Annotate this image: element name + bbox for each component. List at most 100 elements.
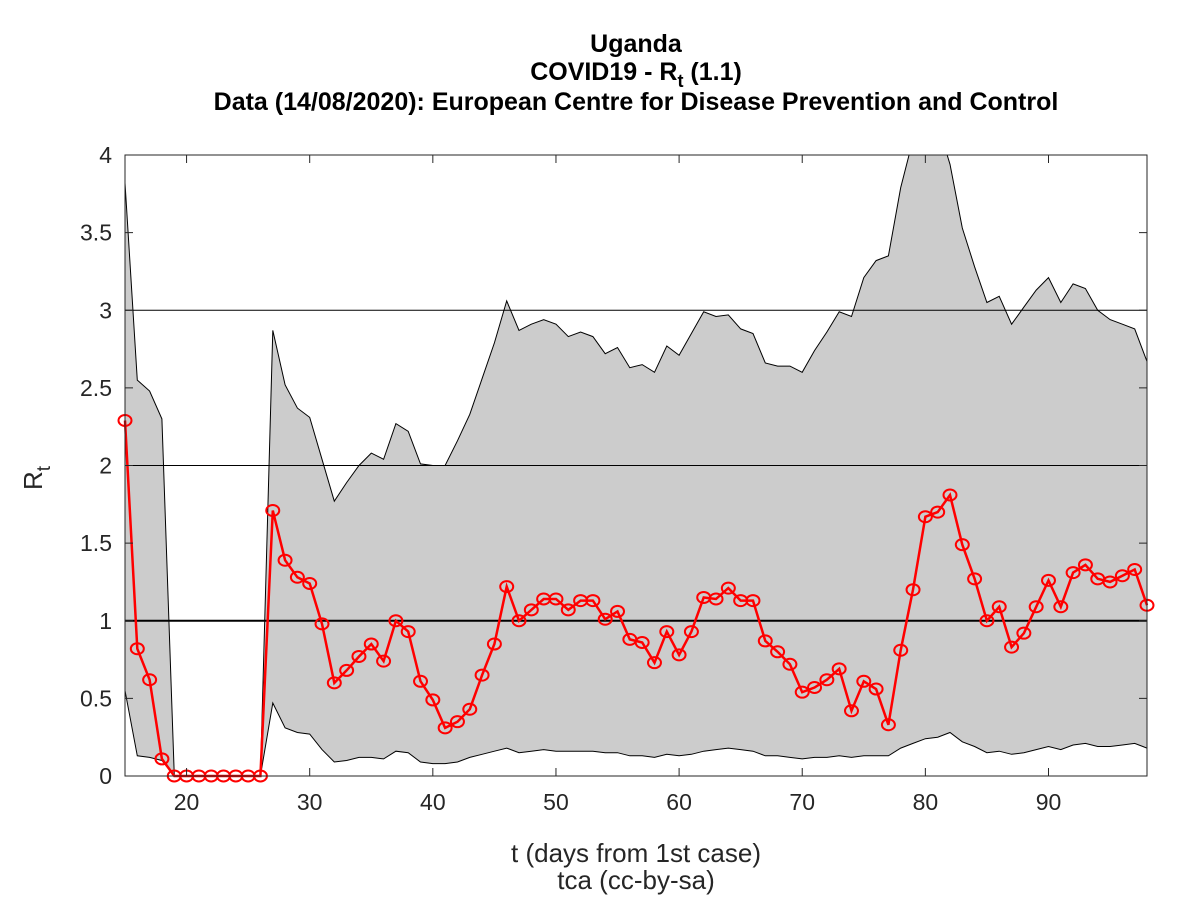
rt-point	[646, 656, 662, 670]
rt-point	[597, 612, 613, 626]
rt-point	[831, 662, 847, 676]
rt-point	[770, 645, 786, 659]
rt-point	[289, 570, 305, 584]
rt-point	[154, 752, 170, 766]
rt-point	[363, 637, 379, 651]
y-tick-label: 1	[99, 608, 112, 634]
rt-point	[437, 721, 453, 735]
y-tick-label: 4	[99, 142, 112, 168]
rt-point	[400, 625, 416, 639]
rt-point	[683, 625, 699, 639]
rt-point	[339, 663, 355, 677]
plot-area: 20 30 40 50 60 70 80 90 0 0.5 1 1.5 2 2.5 3 3.5 4	[80, 142, 1155, 815]
rt-point	[1102, 575, 1118, 589]
rt-point	[843, 704, 859, 718]
rt-point	[659, 625, 675, 639]
rt-point	[782, 657, 798, 671]
rt-point	[388, 614, 404, 628]
rt-point	[302, 576, 318, 590]
y-tick-label: 3.5	[80, 220, 112, 246]
chart-title-country: Uganda	[590, 30, 683, 58]
title-metric-subscript: t	[677, 71, 683, 91]
title-metric-main: COVID19 - R	[530, 58, 677, 86]
rt-point	[794, 685, 810, 699]
x-tick-label: 20	[174, 789, 200, 815]
rt-point	[720, 581, 736, 595]
rt-point	[474, 668, 490, 682]
confidence-band	[125, 155, 1147, 776]
rt-point	[856, 674, 872, 688]
rt-point	[314, 617, 330, 631]
rt-point	[967, 572, 983, 586]
y-tick-label: 2.5	[80, 375, 112, 401]
rt-point	[425, 693, 441, 707]
rt-point	[893, 643, 909, 657]
rt-point	[905, 583, 921, 597]
y-axis-label-main: R	[18, 471, 48, 490]
x-tick-label: 60	[666, 789, 692, 815]
rt-point	[511, 614, 527, 628]
rt-point	[880, 718, 896, 732]
rt-point	[1127, 563, 1143, 577]
footer-credit: tca (cc-by-sa)	[557, 865, 714, 895]
rt-point	[1065, 566, 1081, 580]
rt-point	[1040, 573, 1056, 587]
rt-point	[1114, 569, 1130, 583]
lower-bound-line	[125, 690, 1147, 776]
rt-point	[585, 594, 601, 608]
rt-point	[671, 648, 687, 662]
rt-point	[991, 600, 1007, 614]
rt-point	[610, 604, 626, 618]
x-tick-label: 50	[543, 789, 569, 815]
x-tick-label: 70	[789, 789, 815, 815]
chart-title-metric: COVID19 - Rt (1.1)	[530, 58, 742, 91]
rt-point	[917, 510, 933, 524]
y-tick-label: 3	[99, 297, 112, 323]
y-axis-label-subscript: t	[34, 465, 55, 471]
rt-point	[708, 592, 724, 606]
x-tick-label: 80	[913, 789, 939, 815]
rt-point	[757, 634, 773, 648]
rt-point	[942, 488, 958, 502]
rt-point	[277, 553, 293, 567]
rt-point	[634, 635, 650, 649]
rt-point	[979, 614, 995, 628]
plot-content	[125, 155, 1147, 776]
rt-point	[1016, 626, 1032, 640]
y-tick-label: 0.5	[80, 685, 112, 711]
rt-point	[1004, 640, 1020, 654]
x-tick-label: 30	[297, 789, 323, 815]
rt-point	[486, 637, 502, 651]
rt-point	[129, 642, 145, 656]
x-tick-label: 40	[420, 789, 446, 815]
rt-point	[548, 592, 564, 606]
rt-point	[265, 504, 281, 518]
rt-point	[413, 674, 429, 688]
rt-point	[819, 673, 835, 687]
upper-bound-line	[125, 155, 1147, 776]
title-metric-version: (1.1)	[683, 58, 741, 86]
rt-point	[449, 715, 465, 729]
rt-point	[326, 676, 342, 690]
rt-point	[1053, 600, 1069, 614]
rt-point	[745, 594, 761, 608]
y-tick-label: 1.5	[80, 530, 112, 556]
rt-point	[523, 603, 539, 617]
rt-point	[1028, 600, 1044, 614]
y-tick-label: 0	[99, 763, 112, 789]
rt-point	[560, 603, 576, 617]
rt-point	[351, 649, 367, 663]
rt-point	[930, 505, 946, 519]
rt-point	[1077, 558, 1093, 572]
y-axis-label: Rt	[18, 465, 55, 490]
rt-point	[462, 702, 478, 716]
chart-title-source: Data (14/08/2020): European Centre for D…	[214, 88, 1059, 116]
rt-point	[807, 681, 823, 695]
rt-point	[954, 538, 970, 552]
rt-point	[376, 654, 392, 668]
x-axis-label: t (days from 1st case)	[511, 838, 761, 868]
rt-point	[868, 682, 884, 696]
rt-point	[142, 673, 158, 687]
rt-point	[499, 580, 515, 594]
